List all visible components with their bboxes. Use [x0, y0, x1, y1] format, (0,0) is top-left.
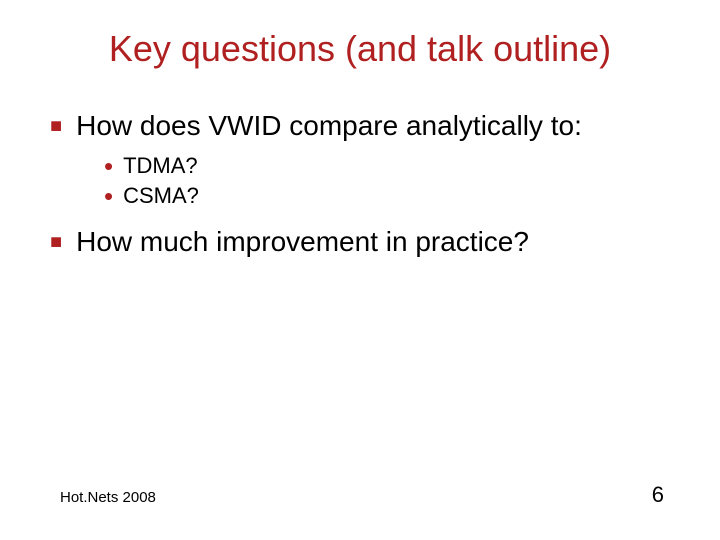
bullet-level1: ■ How does VWID compare analytically to:: [50, 108, 670, 144]
footer-venue: Hot.Nets 2008: [60, 489, 156, 506]
square-bullet-icon: ■: [50, 108, 62, 144]
slide: Key questions (and talk outline) ■ How d…: [0, 0, 720, 540]
sub-bullet-text: CSMA?: [123, 182, 199, 210]
bullet-level2: • CSMA?: [104, 182, 670, 210]
dot-bullet-icon: •: [104, 182, 113, 210]
bullet-level1: ■ How much improvement in practice?: [50, 224, 670, 260]
bullet-text: How does VWID compare analytically to:: [76, 108, 582, 144]
square-bullet-icon: ■: [50, 224, 62, 260]
slide-content: ■ How does VWID compare analytically to:…: [50, 108, 670, 260]
bullet-level2: • TDMA?: [104, 152, 670, 180]
sub-bullet-text: TDMA?: [123, 152, 198, 180]
bullet-text: How much improvement in practice?: [76, 224, 529, 260]
sub-bullet-group: • TDMA? • CSMA?: [104, 152, 670, 210]
dot-bullet-icon: •: [104, 152, 113, 180]
page-number: 6: [652, 482, 664, 508]
slide-title: Key questions (and talk outline): [50, 28, 670, 70]
